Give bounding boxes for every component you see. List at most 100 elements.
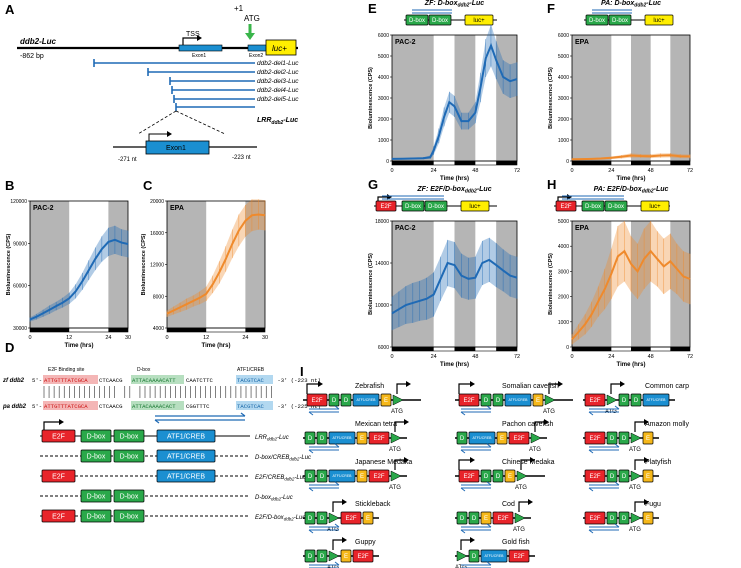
species-d-label: D [308,474,313,480]
d-dbox-label: D-box [120,453,139,460]
d-construct-label: D-boxddb2-Luc [255,495,293,502]
species-d-label: D [320,436,325,442]
panel-a-letter: A [5,2,15,17]
species-d-label: D [496,398,501,404]
panel-letter: C [143,178,153,193]
species-primer-reverse [588,529,619,534]
species-e-label: E [646,474,650,480]
d-construct-name: D-box/CREB [255,455,289,461]
d-dbox-box [113,489,145,503]
inset-exon1-label: Exon1 [166,145,186,152]
atg-label: ATG [389,447,401,453]
dark-bar [167,328,207,332]
schem-dbox-label: D-box [612,18,628,24]
d-dbox-box [80,489,112,503]
atg-label: ATG [629,527,641,533]
chart-g: G ZF: E2F/D-boxddb2-Luc E2F D-box D-box luc+ 6… [368,177,520,368]
species-primer-forward [309,523,340,528]
y-tick-label: 8000 [153,294,164,300]
atg-triangle [544,394,556,406]
inset-exon1-box [145,140,210,155]
species-atf-box [328,431,356,445]
species-d-label: D [622,474,627,480]
species-e2f-label: E2F [463,474,474,480]
species-atf-label: ATF1/CREB [647,398,667,402]
y-tick-label: 4000 [378,75,389,81]
species-e2f-label: E2F [589,436,600,442]
species-atf-box [468,431,496,445]
x-tick-label: 48 [648,354,654,360]
y-tick-label: 60000 [13,284,27,290]
zf-atf-highlight [236,375,273,384]
species-row: Gold fish ATG D ATF1/CREB E2F [455,537,535,568]
luc-label: luc+ [272,44,287,53]
d-construct-sub: ddb2 [284,517,295,522]
chart-title-sub: ddb2 [634,3,646,9]
x-axis-label: Time (hrs) [65,343,94,349]
species-d-box [340,393,352,407]
schem-luc-box [464,14,494,26]
species-e-box [356,431,368,445]
dark-bar [454,347,476,351]
dark-bar [631,161,651,165]
species-e-label: E [646,516,650,522]
species-d-label: D [622,436,627,442]
exon2-label: Exon2 [249,53,263,59]
construct-name: ddb2-Luc [20,37,57,46]
species-primer-reverse [460,529,491,534]
schem-dbox-box [405,14,429,26]
species-e-box [340,549,352,563]
species-atf-box [642,393,670,407]
species-atg-arrow-head [406,381,411,387]
species-atf-box [328,469,356,483]
dark-bar [108,328,128,332]
dark-bar [670,347,690,351]
species-e2f-box [458,393,480,407]
schem-luc-box [644,14,674,26]
species-atf-label: ATF1/CREB [357,398,377,402]
atg-label: ATG [455,565,467,568]
dark-bar [670,161,690,165]
zf-sequence: 5'- ATTGTTTATCGCA CTCAACG ATTACAAAACATT CAA… [32,377,321,384]
y-axis-label: Bioluminescence (CPS) [368,67,374,129]
d-dbox-label: D-box [87,513,106,520]
x-tick-label: 24 [431,354,437,360]
species-atg-arrow-head [342,499,347,505]
species-name: Platyfish [645,459,672,466]
species-primer-forward [461,443,492,448]
y-tick-label: 6000 [378,33,389,39]
luc-box [265,39,297,56]
d-construct-sub: ddb2 [267,437,278,442]
species-d-label: D [344,398,349,404]
y-tick-label: 2000 [378,117,389,123]
species-e-box [496,431,508,445]
x-axis-label: Time (hrs) [617,176,646,182]
schem-e2f-box [375,200,397,212]
y-tick-label: 1000 [558,138,569,144]
chart-f: F PA: D-boxddb2-Luc D-box D-box luc+ 0 1000 200… [547,0,693,182]
inset-tss-head [167,131,172,137]
x-tick-label: 48 [472,354,478,360]
e2f-site-label: E2F Binding site [48,367,85,373]
d-e2f-label: E2F [52,473,65,480]
species-tss-arrow-head [318,381,323,387]
species-e-label: E [500,436,504,442]
species-e2f-box [584,393,606,407]
species-d-box [618,469,630,483]
d-atf-box [156,449,216,463]
y-tick-label: 3000 [558,269,569,275]
species-atg-arrow-head [544,419,549,425]
pa-ddb2-label: pa ddb2 [2,404,27,410]
species-d-label: D [496,474,501,480]
species-atf-label: ATF1/CREB [333,436,353,440]
x-tick-label: 72 [514,354,520,360]
species-e-label: E [508,474,512,480]
species-atf-label: ATF1/CREB [509,398,529,402]
species-d-box [606,469,618,483]
species-d-label: D [622,398,627,404]
atg-triangle [456,550,468,562]
schem-dbox-box [585,14,609,26]
species-e-box [362,511,374,525]
